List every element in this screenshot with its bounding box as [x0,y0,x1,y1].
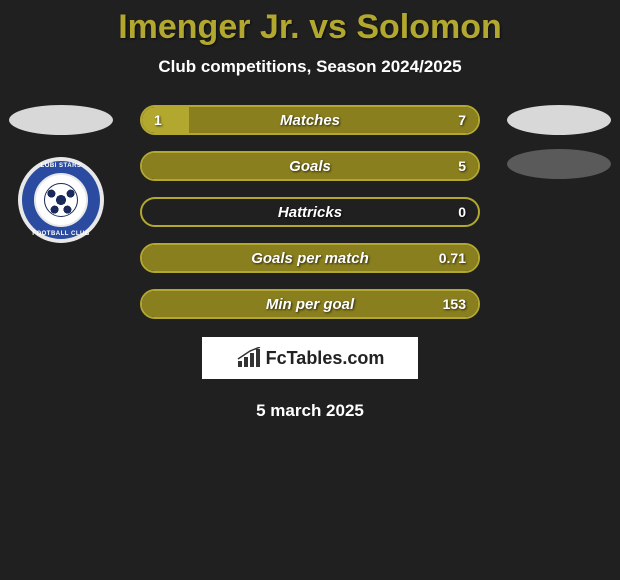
right-column [504,105,614,179]
stat-right-value: 7 [458,107,466,133]
stat-right-value: 0 [458,199,466,225]
stats-bars: 1Matches7 Goals5 Hattricks0 Goals per match… [140,105,480,319]
stat-bar: Hattricks0 [140,197,480,227]
stat-right-value: 0.71 [439,245,466,271]
stat-label: Goals [142,153,478,179]
club-logo-top-text: LOBI STARS [18,163,104,169]
player1-badge-oval [9,105,113,135]
player1-club-logo: LOBI STARS FOOTBALL CLUB [18,157,104,243]
stat-label: Goals per match [142,245,478,271]
vs-text: vs [309,8,356,46]
club-logo-bottom-text: FOOTBALL CLUB [18,231,104,237]
player1-name: Imenger Jr. [118,8,299,46]
bar-chart-icon [236,347,262,369]
stat-bar: Goals per match0.71 [140,243,480,273]
stat-bar: Goals5 [140,151,480,181]
player2-badge-oval-2 [507,149,611,179]
stat-right-value: 153 [443,291,466,317]
site-logo: FcTables.com [202,337,418,379]
stat-bar: Min per goal153 [140,289,480,319]
player2-name: Solomon [356,8,501,46]
comparison-content: LOBI STARS FOOTBALL CLUB 1Matches7 Goals5… [0,105,620,319]
subtitle: Club competitions, Season 2024/2025 [0,57,620,77]
stat-label: Matches [142,107,478,133]
stat-bar: 1Matches7 [140,105,480,135]
stat-right-value: 5 [458,153,466,179]
page-title: Imenger Jr. vs Solomon [0,0,620,47]
stat-label: Min per goal [142,291,478,317]
player2-badge-oval-1 [507,105,611,135]
site-logo-text: FcTables.com [266,348,385,369]
stat-label: Hattricks [142,199,478,225]
left-column: LOBI STARS FOOTBALL CLUB [6,105,116,243]
soccer-ball-icon [44,183,78,217]
date-text: 5 march 2025 [0,401,620,421]
